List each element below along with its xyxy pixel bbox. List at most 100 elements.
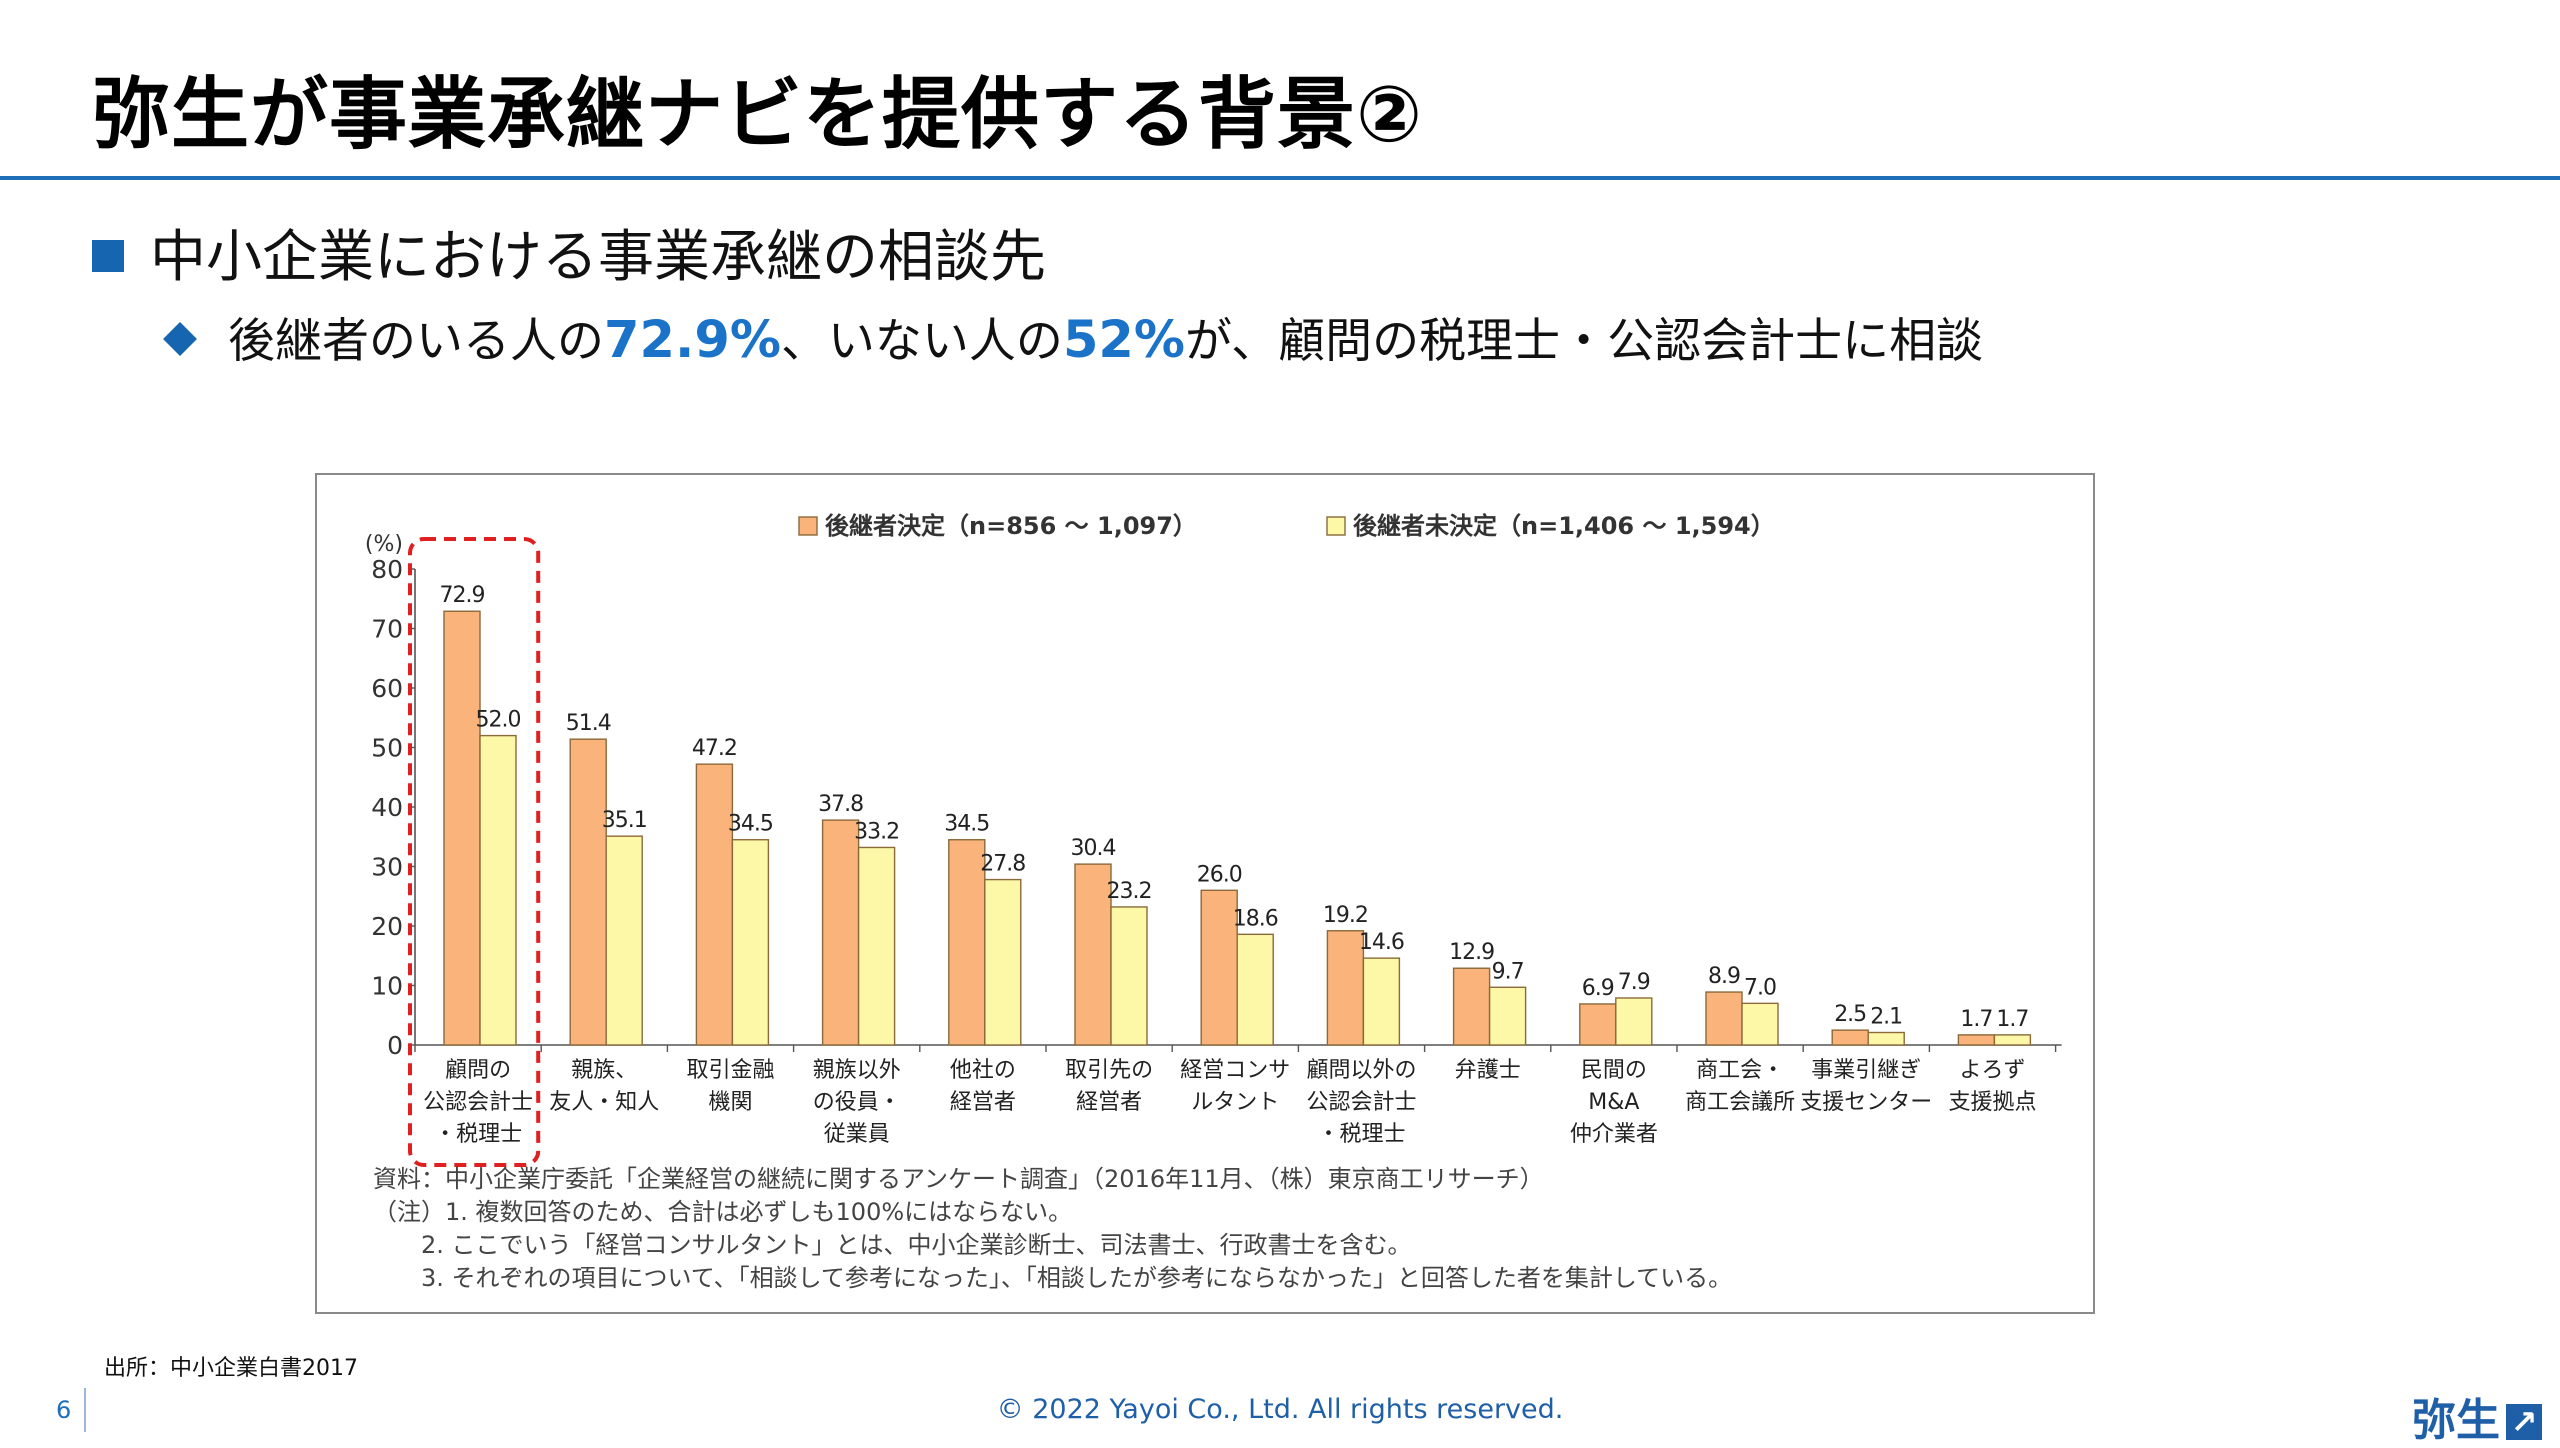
yayoi-logo: 弥生 ↗ — [2412, 1384, 2542, 1448]
data-label: 27.8 — [980, 852, 1025, 877]
bar-undecided — [1741, 1002, 1779, 1046]
bullet2-part3: が、顧問の税理士・公認会計士に相談 — [1185, 314, 1984, 369]
category-label: 従業員 — [824, 1122, 890, 1147]
category-label: 公認会計士 — [1306, 1090, 1416, 1115]
chart-note: 3. それぞれの項目について、「相談して参考になった」、「相談したが参考にならな… — [421, 1264, 1732, 1292]
data-label: 18.6 — [1233, 906, 1278, 931]
highlight-dashed-box — [408, 537, 541, 1167]
category-label: の役員・ — [813, 1090, 901, 1115]
data-label: 7.9 — [1618, 970, 1650, 995]
bullet-level1: 中小企業における事業承継の相談先 — [92, 212, 1046, 293]
category-label: 親族以外 — [813, 1058, 901, 1083]
y-tick-label: 70 — [371, 615, 403, 644]
square-bullet-icon — [92, 240, 124, 272]
data-label: 34.5 — [728, 812, 773, 837]
bullet-level2: 後継者のいる人の72.9%、いない人の52%が、顧問の税理士・公認会計士に相談 — [162, 302, 1983, 371]
bar-decided — [821, 819, 860, 1046]
category-label: よろず — [1959, 1058, 2025, 1083]
data-label: 9.7 — [1492, 959, 1524, 984]
category-label: 民間の — [1581, 1058, 1647, 1083]
category-label: 親族、 — [571, 1058, 637, 1083]
category-label: 顧問の — [445, 1058, 511, 1083]
bar-undecided — [1488, 986, 1527, 1046]
bar-undecided — [984, 878, 1022, 1046]
bar-undecided — [1993, 1034, 2032, 1046]
category-label: 他社の — [950, 1058, 1016, 1083]
data-label: 23.2 — [1107, 879, 1152, 904]
data-label: 37.8 — [818, 792, 863, 817]
data-label: 6.9 — [1582, 976, 1614, 1001]
bar-chart: 0 10 20 30 40 50 60 70 80(%) 72.9 51.4 47.2 37.8 34.5… — [365, 512, 2062, 1292]
data-label: 51.4 — [566, 711, 611, 736]
category-label: ・税理士 — [434, 1122, 522, 1147]
data-label: 26.0 — [1197, 862, 1242, 887]
category-label: ルタント — [1191, 1090, 1279, 1115]
category-label: 弁護士 — [1455, 1058, 1521, 1083]
logo-text: 弥生 — [2412, 1395, 2500, 1446]
bar-undecided — [857, 846, 896, 1046]
legend-swatch — [1326, 516, 1346, 536]
bar-decided — [443, 610, 481, 1046]
y-unit-label: (%) — [365, 532, 403, 557]
bar-undecided — [479, 734, 517, 1046]
bullet2-part2: 、いない人の — [780, 314, 1063, 369]
y-tick-label: 60 — [371, 674, 403, 703]
copyright: © 2022 Yayoi Co., Ltd. All rights reserv… — [996, 1394, 1564, 1425]
data-label: 2.5 — [1834, 1002, 1866, 1027]
chart-note: 2. ここでいう「経営コンサルタント」とは、中小企業診断士、司法書士、行政書士を… — [421, 1231, 1412, 1259]
category-label: 経営者 — [1076, 1090, 1142, 1115]
bullet-level1-text: 中小企業における事業承継の相談先 — [150, 225, 1046, 290]
category-label: 取引金融 — [686, 1058, 774, 1083]
category-label: 顧問以外の — [1306, 1058, 1416, 1083]
source-note: 出所：中小企業白書2017 — [104, 1356, 358, 1381]
category-label: 取引先の — [1065, 1058, 1153, 1083]
diamond-bullet-icon — [163, 322, 197, 356]
category-label: 商工会・ — [1696, 1058, 1784, 1083]
y-tick-label: 50 — [371, 734, 403, 763]
data-label: 47.2 — [692, 736, 737, 761]
data-label: 7.0 — [1744, 975, 1776, 1000]
bar-decided — [1326, 930, 1365, 1046]
data-label: 72.9 — [440, 583, 485, 608]
category-label: ・税理士 — [1317, 1122, 1405, 1147]
category-label: 友人・知人 — [549, 1090, 659, 1115]
category-label: 機関 — [708, 1090, 752, 1115]
bar-decided — [1074, 863, 1112, 1046]
data-label: 19.2 — [1323, 903, 1368, 928]
category-label: 公認会計士 — [423, 1090, 533, 1115]
bar-undecided — [731, 839, 770, 1046]
title-divider — [0, 176, 2560, 180]
arrow-up-right-icon: ↗ — [2506, 1404, 2542, 1440]
chart-note: （注）1. 複数回答のため、合計は必ずしも100%にはならない。 — [373, 1198, 1072, 1226]
bar-decided — [695, 763, 734, 1046]
bullet2-part1: 後継者のいる人の — [228, 314, 604, 369]
data-label: 35.1 — [602, 808, 647, 833]
bar-decided — [1579, 1003, 1617, 1046]
category-label: 経営コンサ — [1180, 1058, 1290, 1083]
data-label: 1.7 — [1996, 1007, 2028, 1032]
bar-undecided — [1236, 933, 1274, 1046]
bar-decided — [1831, 1029, 1869, 1046]
category-label: M&A — [1588, 1090, 1639, 1115]
bar-undecided — [1615, 997, 1653, 1046]
y-tick-label: 80 — [371, 555, 403, 584]
legend-label: 後継者未決定（n=1,406 ～ 1,594） — [1353, 512, 1775, 540]
bar-decided — [1200, 889, 1238, 1046]
bar-decided — [1705, 991, 1743, 1046]
y-tick-label: 10 — [371, 972, 403, 1001]
chart-frame: 0 10 20 30 40 50 60 70 80 (%) 72.9 51.4 47.2 37.8 34.5… — [315, 473, 2095, 1314]
data-label: 8.9 — [1708, 964, 1740, 989]
data-label: 14.6 — [1359, 930, 1404, 955]
y-tick-label: 40 — [371, 793, 403, 822]
page-number-divider — [84, 1388, 86, 1432]
data-label: 30.4 — [1071, 836, 1116, 861]
data-label: 33.2 — [854, 819, 899, 844]
data-label: 1.7 — [1960, 1007, 1992, 1032]
bullet2-highlight-2: 52% — [1062, 311, 1186, 370]
data-label: 34.5 — [944, 812, 989, 837]
category-label: 支援拠点 — [1948, 1090, 2036, 1115]
bar-decided — [1452, 967, 1491, 1046]
y-tick-label: 20 — [371, 912, 403, 941]
bar-decided — [1957, 1034, 1996, 1046]
category-label: 仲介業者 — [1570, 1122, 1658, 1147]
